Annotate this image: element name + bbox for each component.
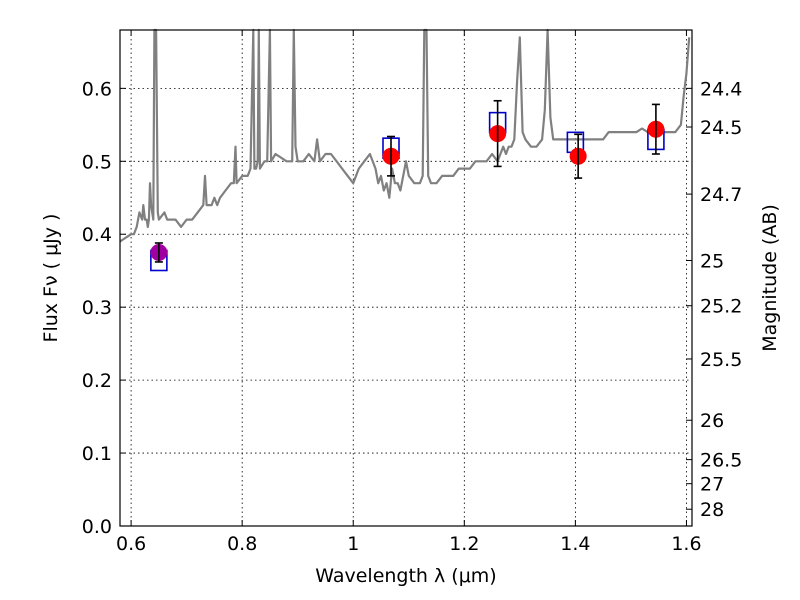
markers-layer xyxy=(150,99,665,272)
x-tick-label: 1.4 xyxy=(560,533,590,555)
x-tick-label: 0.8 xyxy=(227,533,257,555)
magnitude-tick-label: 25.5 xyxy=(700,349,742,371)
y-tick-label: 0.3 xyxy=(82,297,112,319)
magnitude-tick-label: 25.2 xyxy=(700,296,742,318)
y-axis-label: Flux Fν ( μJy ) xyxy=(40,214,62,343)
magnitude-axis-label: Magnitude (AB) xyxy=(759,204,781,352)
magnitude-tick-label: 27 xyxy=(700,474,724,496)
magnitude-tick-label: 26.5 xyxy=(700,450,742,472)
y-tick-label: 0.0 xyxy=(82,516,112,538)
x-axis-label: Wavelength λ (μm) xyxy=(315,565,496,587)
x-tick-label: 1 xyxy=(347,533,359,555)
y-tick-label: 0.4 xyxy=(82,224,112,246)
y-axis: 0.0 0.1 0.2 0.3 0.4 0.5 0.6 xyxy=(82,78,126,538)
magnitude-tick-label: 24.7 xyxy=(700,184,742,206)
magnitude-tick-label: 26 xyxy=(700,410,724,432)
y-tick-label: 0.5 xyxy=(82,151,112,173)
x-tick-label: 0.6 xyxy=(116,533,146,555)
magnitude-tick-label: 24.4 xyxy=(700,78,742,100)
spectrum-line xyxy=(119,28,691,243)
magnitude-tick-label: 25 xyxy=(700,250,724,272)
magnitude-tick-label: 28 xyxy=(700,499,724,521)
spectrum-layer xyxy=(119,28,691,243)
x-tick-label: 1.2 xyxy=(449,533,479,555)
y-tick-label: 0.2 xyxy=(82,370,112,392)
y-tick-label: 0.6 xyxy=(82,78,112,100)
magnitude-axis: 24.4 24.5 24.7 25 25.2 25.5 26 26.527 28 xyxy=(686,78,742,521)
x-tick-label: 1.6 xyxy=(671,533,701,555)
plot-frame xyxy=(119,29,693,527)
magnitude-tick-label: 24.5 xyxy=(700,117,742,139)
y-tick-label: 0.1 xyxy=(82,443,112,465)
x-axis: 0.6 0.8 1 1.2 1.4 1.6 xyxy=(116,30,702,555)
